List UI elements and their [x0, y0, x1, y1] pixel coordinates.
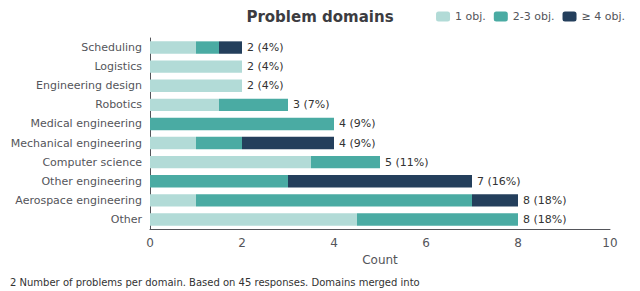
svg-text:Other engineering: Other engineering — [41, 175, 142, 188]
svg-text:Other: Other — [111, 213, 143, 226]
svg-text:Problem domains: Problem domains — [246, 8, 393, 26]
svg-text:8 (18%): 8 (18%) — [523, 213, 567, 226]
svg-text:4 (9%): 4 (9%) — [339, 137, 376, 150]
svg-text:1 obj.: 1 obj. — [455, 10, 486, 23]
svg-text:Scheduling: Scheduling — [81, 41, 142, 54]
svg-text:≥ 4 obj.: ≥ 4 obj. — [582, 10, 625, 23]
svg-text:3 (7%): 3 (7%) — [293, 98, 330, 111]
svg-text:8: 8 — [514, 236, 522, 250]
svg-text:2 Number of problems per domai: 2 Number of problems per domain. Based o… — [10, 277, 420, 288]
svg-text:10: 10 — [602, 236, 617, 250]
svg-text:Medical engineering: Medical engineering — [31, 117, 142, 130]
svg-text:4 (9%): 4 (9%) — [339, 117, 376, 130]
svg-text:Count: Count — [362, 253, 398, 267]
svg-text:2 (4%): 2 (4%) — [247, 79, 284, 92]
svg-text:5 (11%): 5 (11%) — [385, 156, 429, 169]
svg-text:Aerospace engineering: Aerospace engineering — [15, 194, 142, 207]
svg-text:Computer science: Computer science — [42, 156, 142, 169]
svg-text:Logistics: Logistics — [94, 60, 142, 73]
svg-text:6: 6 — [422, 236, 430, 250]
svg-text:Robotics: Robotics — [95, 98, 142, 111]
svg-text:2: 2 — [238, 236, 246, 250]
svg-text:2-3 obj.: 2-3 obj. — [513, 10, 555, 23]
svg-text:8 (18%): 8 (18%) — [523, 194, 567, 207]
svg-text:7 (16%): 7 (16%) — [477, 175, 521, 188]
svg-text:4: 4 — [330, 236, 338, 250]
svg-text:Mechanical engineering: Mechanical engineering — [11, 137, 142, 150]
svg-text:Engineering design: Engineering design — [36, 79, 142, 92]
svg-text:2 (4%): 2 (4%) — [247, 60, 284, 73]
svg-text:2 (4%): 2 (4%) — [247, 41, 284, 54]
svg-text:0: 0 — [146, 236, 154, 250]
